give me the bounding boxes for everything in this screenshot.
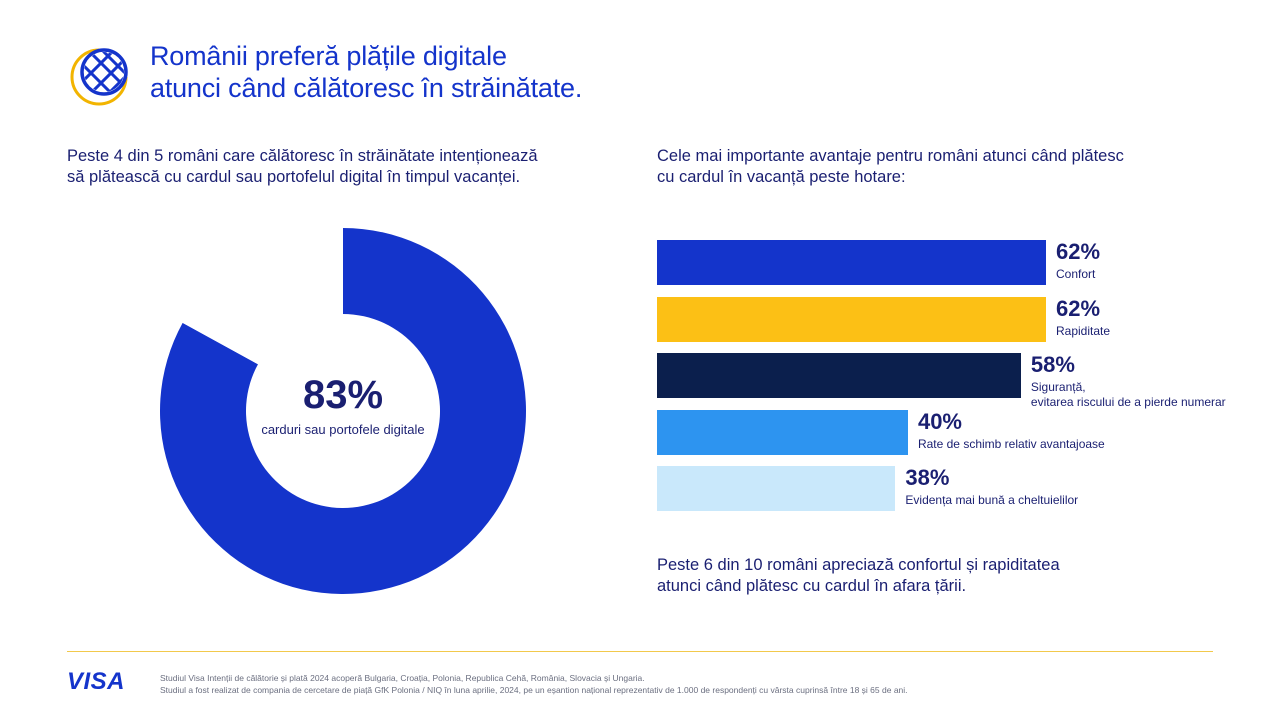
donut-chart — [160, 228, 526, 594]
right-note-line-2: atunci când plătesc cu cardul în afara ț… — [657, 577, 967, 595]
title-line-1: Românii preferă plățile digitale — [150, 41, 507, 71]
page-title: Românii preferă plățile digitale atunci … — [150, 40, 582, 104]
bar-category-label-3: Rate de schimb relativ avantajoase — [917, 436, 1105, 451]
right-subheading-line-1: Cele mai importante avantaje pentru româ… — [657, 147, 1124, 165]
bar-3 — [657, 409, 908, 455]
globe-icon — [70, 48, 128, 106]
footnote-line-2: Studiul a fost realizat de compania de c… — [160, 685, 908, 695]
title-line-2: atunci când călătoresc în străinătate. — [150, 73, 583, 103]
bar-value-label-3: 40% — [917, 408, 962, 434]
left-subheading: Peste 4 din 5 români care călătoresc în … — [67, 146, 538, 188]
bar-value-label-0: 62% — [1056, 239, 1101, 264]
bar-category-label-2: Siguranță, evitarea riscului de a pierde … — [1030, 380, 1226, 409]
donut-center-label: 83% carduri sau portofele digitale — [243, 372, 443, 437]
footnote-line-1: Studiul Visa Intenții de călătorie și pl… — [160, 673, 645, 683]
donut-slice-0 — [160, 228, 526, 594]
donut-value: 83% — [302, 373, 384, 417]
bar-category-label-1: Rapiditate — [1056, 323, 1111, 338]
right-note-line-1: Peste 6 din 10 români apreciază confortu… — [657, 556, 1060, 574]
bar-category-label-4: Evidența mai bună a cheltuielilor — [905, 493, 1079, 507]
bar-category-label-0: Confort — [1056, 267, 1096, 281]
visa-logo: VISA — [67, 668, 126, 695]
bar-4 — [657, 466, 896, 511]
bar-0 — [657, 240, 1046, 285]
left-subheading-line-1: Peste 4 din 5 români care călătoresc în … — [67, 147, 538, 165]
donut-slice-1 — [182, 228, 343, 365]
right-subheading: Cele mai importante avantaje pentru româ… — [657, 146, 1124, 188]
bar-value-label-2: 58% — [1030, 352, 1075, 377]
right-note: Peste 6 din 10 români apreciază confortu… — [657, 555, 1060, 597]
footer-divider — [67, 651, 1213, 652]
bar-value-label-1: 62% — [1056, 295, 1101, 321]
right-subheading-line-2: cu cardul în vacanță peste hotare: — [657, 168, 906, 186]
bar-2 — [657, 353, 1021, 398]
left-subheading-line-2: să plătească cu cardul sau portofelul di… — [67, 168, 521, 186]
footnote: Studiul Visa Intenții de călătorie și pl… — [160, 672, 908, 696]
donut-caption: carduri sau portofele digitale — [261, 422, 425, 437]
bar-value-label-4: 38% — [905, 465, 950, 490]
bar-1 — [657, 296, 1046, 342]
